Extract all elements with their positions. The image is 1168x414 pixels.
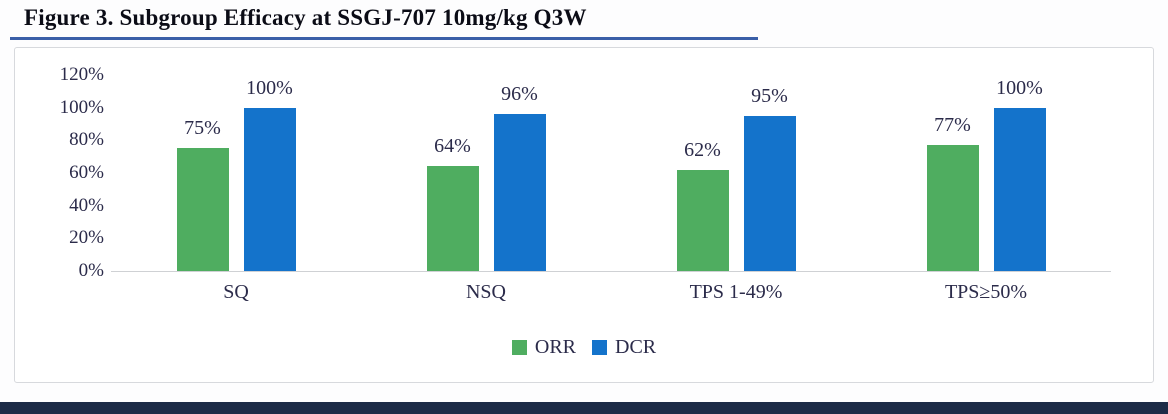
legend-swatch-icon (592, 340, 607, 355)
legend-swatch-icon (511, 340, 527, 355)
bar-value-label: 77% (934, 114, 971, 136)
bar-value-label: 62% (684, 139, 721, 161)
y-tick-label: 20% (69, 227, 104, 249)
bar-value-label: 96% (501, 83, 538, 105)
bar-dcr (493, 114, 546, 271)
category-label: SQ (223, 281, 249, 303)
figure-title: Figure 3. Subgroup Efficacy at SSGJ-707 … (24, 5, 587, 30)
bar-value-label: 64% (434, 135, 471, 157)
y-tick-label: 0% (78, 260, 104, 281)
legend: ORR DCR (15, 336, 1153, 359)
bar-dcr (993, 108, 1046, 271)
bar-orr (926, 145, 979, 271)
title-underline (10, 37, 758, 40)
bar-value-label: 75% (184, 117, 221, 139)
bar-value-label: 100% (246, 77, 293, 99)
bottom-bar (0, 402, 1168, 414)
legend-label: ORR (534, 336, 576, 358)
legend-entry-orr: ORR (511, 336, 576, 359)
y-tick-label: 120% (59, 64, 104, 85)
x-axis-line (111, 271, 1111, 272)
bar-orr (426, 166, 479, 271)
bar-dcr (243, 108, 296, 271)
legend-label: DCR (615, 336, 657, 358)
legend-entry-dcr: DCR (592, 336, 656, 359)
bar-value-label: 100% (996, 77, 1043, 99)
category-label: TPS 1-49% (689, 281, 783, 303)
bar-orr (676, 170, 729, 271)
bar-dcr (743, 116, 796, 271)
category-label: NSQ (465, 281, 506, 303)
y-tick-label: 60% (69, 162, 104, 183)
category-label: TPS≥50% (944, 281, 1028, 303)
y-tick-label: 100% (59, 96, 104, 118)
bar-orr (176, 148, 229, 271)
chart-panel: 120% 100% 80% 60% 40% 20% 0% 75% 100% 64% 96% 62% 9… (14, 47, 1154, 383)
y-tick-label: 40% (69, 194, 104, 216)
y-tick-label: 80% (69, 129, 104, 151)
bar-value-label: 95% (751, 85, 788, 107)
